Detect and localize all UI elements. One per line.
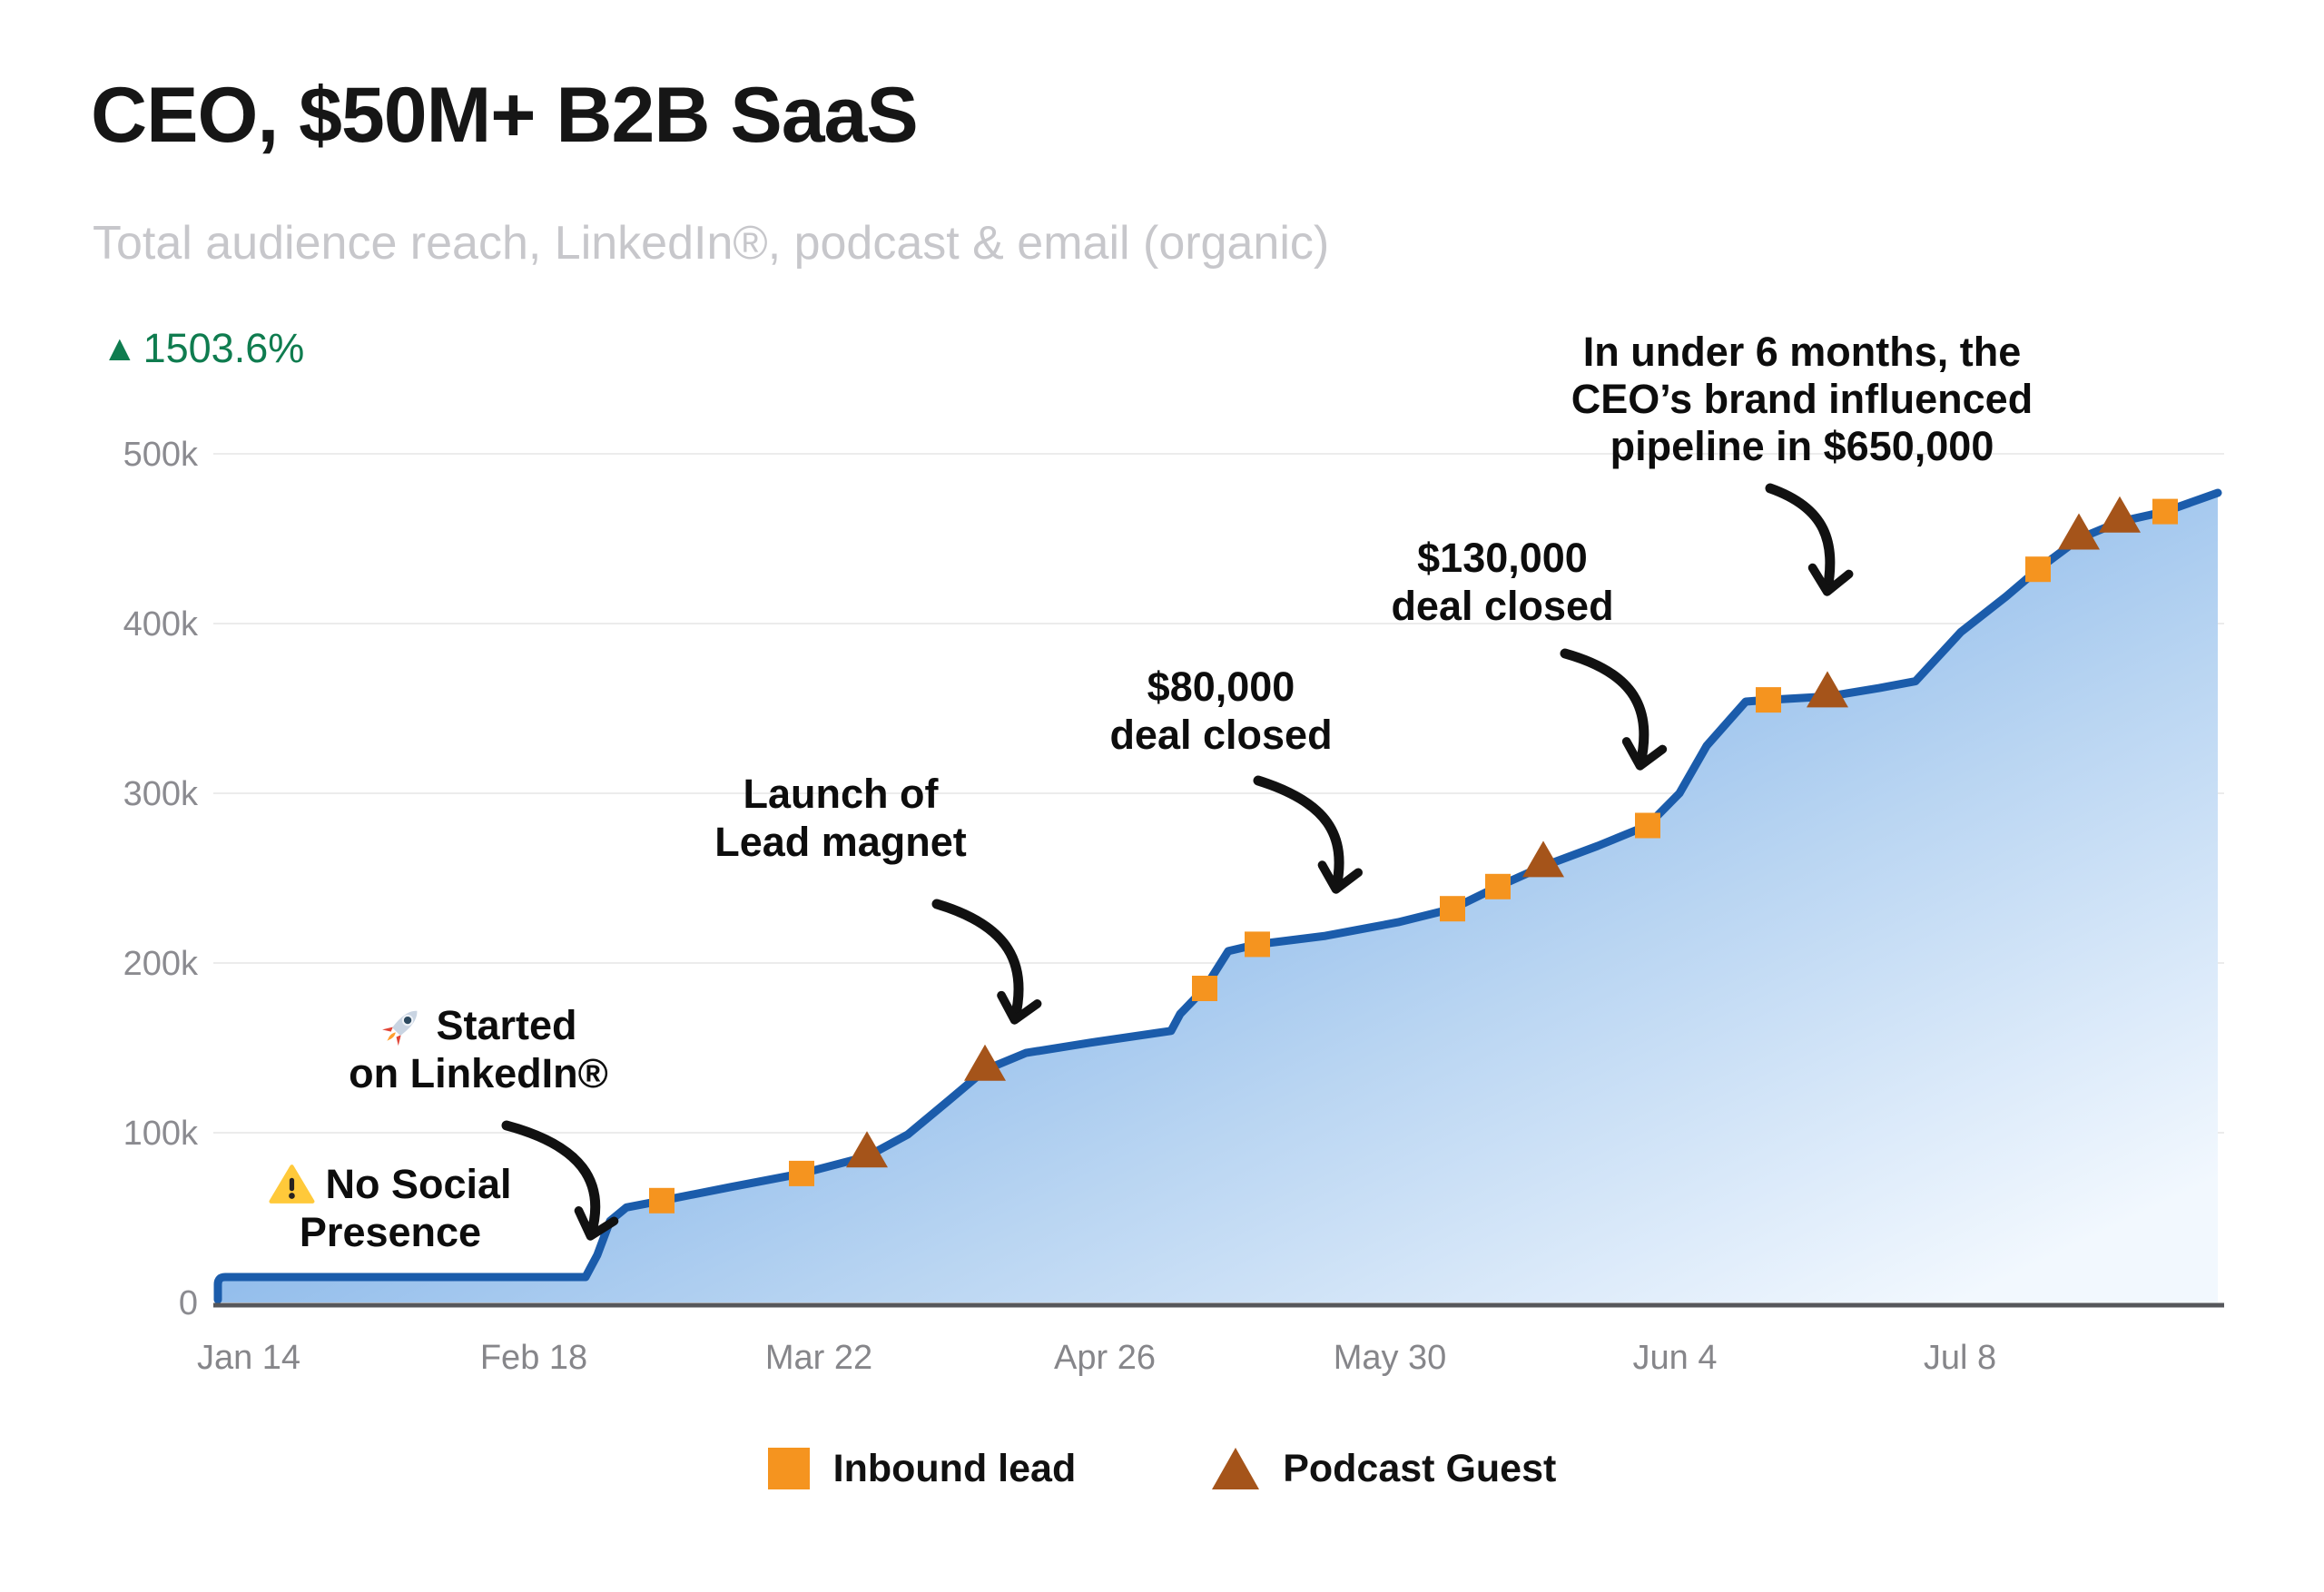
annotation-text: CEO’s brand influenced: [1571, 376, 2034, 422]
legend-item-inbound-lead: Inbound lead: [767, 1446, 1077, 1491]
y-axis-label: 500k: [123, 436, 199, 474]
growth-badge: ▲ 1503.6%: [102, 325, 304, 372]
y-axis-label: 200k: [123, 945, 199, 983]
up-triangle-icon: ▲: [102, 328, 138, 369]
arrow-lead-magnet: [931, 899, 1042, 1025]
annotation-text: Launch of: [743, 771, 939, 817]
inbound-lead-marker: [1245, 931, 1270, 958]
podcast-guest-marker: [2058, 513, 2100, 550]
podcast-guest-marker: [964, 1044, 1006, 1081]
axis-labels: 500k 400k 300k 200k 100k 0 Jan 14 Feb 18 Mar 22 A…: [123, 436, 1997, 1377]
arrow-started-linkedin: [501, 1120, 619, 1241]
annotation-text: Started: [436, 1002, 577, 1048]
x-axis-label: Feb 18: [480, 1339, 587, 1377]
annotation-text: deal closed: [1109, 712, 1333, 758]
annotation-text: No Social: [325, 1161, 512, 1207]
annotation-arrows: [501, 483, 1854, 1241]
podcast-guest-triangle-icon: [1212, 1448, 1260, 1489]
inbound-lead-marker: [2025, 556, 2051, 583]
page-title: CEO, $50M+ B2B SaaS: [91, 72, 919, 159]
trend-line: [213, 488, 2222, 1304]
annotation-text: pipeline in $650,000: [1610, 423, 1994, 469]
podcast-guest-marker: [1522, 840, 1564, 878]
podcast-guest-marker: [846, 1131, 888, 1168]
growth-value: 1503.6%: [143, 325, 305, 371]
y-axis-label: 400k: [123, 605, 199, 644]
x-axis-label: Apr 26: [1054, 1339, 1156, 1377]
legend-item-podcast-guest: Podcast Guest: [1212, 1447, 1556, 1491]
legend-label: Inbound lead: [832, 1446, 1077, 1490]
annotation-started-linkedin: Started on LinkedIn®: [349, 1001, 608, 1097]
x-axis-label: Jul 8: [1924, 1339, 1996, 1377]
plot-area: [213, 488, 2224, 1308]
annotation-pipeline-650k: In under 6 months, the CEO’s brand influ…: [1571, 329, 2033, 470]
warning-icon: [269, 1162, 315, 1207]
chart-legend: Inbound lead Podcast Guest: [0, 1432, 2324, 1505]
arrow-deal-80k: [1253, 775, 1364, 894]
inbound-lead-marker: [789, 1160, 814, 1186]
x-axis-label: Jun 4: [1633, 1339, 1718, 1377]
arrow-pipeline-650k: [1765, 483, 1854, 596]
x-axis-label: Mar 22: [765, 1339, 872, 1377]
inbound-lead-marker: [1192, 976, 1217, 1001]
arrow-deal-130k: [1560, 648, 1668, 771]
annotation-no-social: No Social Presence: [269, 1160, 512, 1256]
area-fill: [218, 493, 2218, 1302]
annotation-deal-130k: $130,000 deal closed: [1391, 534, 1613, 630]
page-subtitle: Total audience reach, LinkedIn®, podcast…: [93, 217, 1330, 270]
legend-label: Podcast Guest: [1283, 1446, 1557, 1490]
event-markers: [649, 496, 2178, 1214]
inbound-lead-square-icon: [767, 1448, 810, 1489]
annotation-text: $80,000: [1147, 663, 1295, 710]
podcast-guest-marker: [1807, 671, 1848, 708]
podcast-guest-marker: [2099, 496, 2141, 533]
inbound-lead-marker: [649, 1187, 675, 1214]
rocket-icon: [379, 1003, 425, 1048]
x-axis-label: Jan 14: [197, 1339, 300, 1377]
x-axis-label: May 30: [1334, 1339, 1447, 1377]
annotation-text: on LinkedIn®: [349, 1050, 608, 1096]
y-axis-label: 100k: [123, 1115, 199, 1153]
inbound-lead-marker: [1756, 687, 1781, 713]
annotation-text: In under 6 months, the: [1582, 329, 2022, 375]
inbound-lead-marker: [2152, 498, 2178, 525]
annotation-text: Lead magnet: [714, 819, 967, 865]
annotation-text: $130,000: [1417, 535, 1588, 581]
inbound-lead-marker: [1440, 896, 1465, 922]
annotation-lead-magnet: Launch of Lead magnet: [714, 770, 967, 866]
inbound-lead-marker: [1635, 812, 1660, 839]
annotation-text: deal closed: [1391, 583, 1614, 629]
annotation-text: Presence: [299, 1209, 482, 1255]
annotation-deal-80k: $80,000 deal closed: [1109, 663, 1332, 759]
y-axis-label: 300k: [123, 775, 199, 813]
inbound-lead-marker: [1485, 873, 1511, 899]
y-axis-label: 0: [179, 1284, 198, 1322]
